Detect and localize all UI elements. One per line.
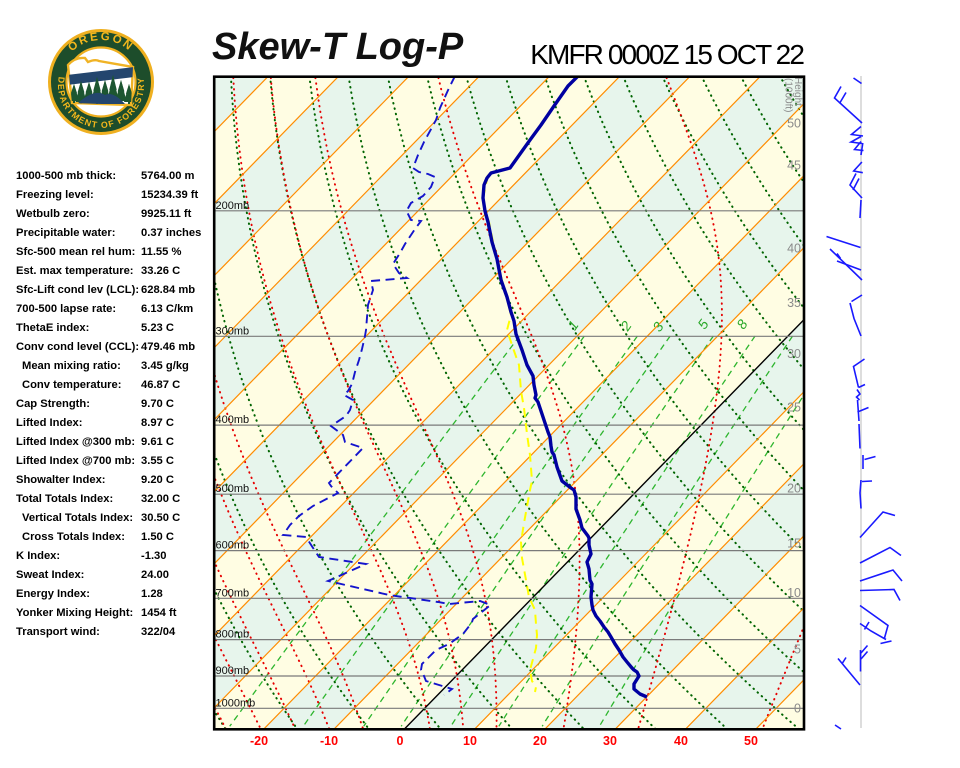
svg-text:900mb: 900mb (216, 665, 250, 677)
svg-text:Height: Height (792, 77, 803, 106)
svg-text:20: 20 (787, 482, 801, 496)
svg-text:200mb: 200mb (216, 200, 250, 212)
svg-text:30: 30 (787, 347, 801, 361)
svg-text:15: 15 (787, 537, 801, 551)
svg-text:0: 0 (794, 702, 801, 716)
svg-text:500mb: 500mb (216, 483, 250, 495)
svg-text:50: 50 (787, 117, 801, 131)
svg-text:5: 5 (794, 643, 801, 657)
svg-text:40: 40 (787, 242, 801, 256)
svg-text:400mb: 400mb (216, 414, 250, 426)
svg-text:45: 45 (787, 159, 801, 173)
svg-text:800mb: 800mb (216, 629, 250, 641)
svg-text:(1000ft): (1000ft) (783, 78, 794, 112)
svg-text:25: 25 (787, 401, 801, 415)
svg-text:35: 35 (787, 296, 801, 310)
svg-text:10: 10 (787, 586, 801, 600)
svg-text:300mb: 300mb (216, 325, 250, 337)
svg-text:1000mb: 1000mb (216, 697, 256, 709)
svg-text:600mb: 600mb (216, 540, 250, 552)
svg-text:700mb: 700mb (216, 587, 250, 599)
